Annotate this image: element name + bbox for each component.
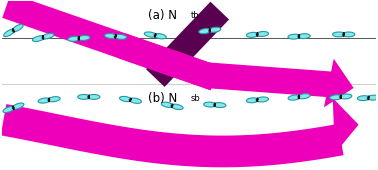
Polygon shape (1, 104, 344, 167)
Ellipse shape (48, 97, 60, 102)
Ellipse shape (87, 95, 100, 99)
Polygon shape (204, 62, 340, 98)
Ellipse shape (256, 97, 268, 102)
Text: tb: tb (191, 11, 200, 20)
Ellipse shape (119, 96, 132, 102)
Ellipse shape (214, 103, 226, 108)
Ellipse shape (161, 102, 174, 108)
Ellipse shape (68, 36, 80, 41)
Text: sb: sb (191, 94, 201, 103)
Ellipse shape (129, 98, 141, 103)
Ellipse shape (246, 98, 259, 103)
Ellipse shape (298, 34, 310, 39)
Ellipse shape (105, 33, 117, 38)
Ellipse shape (358, 96, 370, 101)
Ellipse shape (171, 104, 183, 109)
Ellipse shape (288, 95, 301, 100)
Ellipse shape (3, 106, 15, 113)
Ellipse shape (333, 32, 345, 37)
Ellipse shape (367, 95, 378, 100)
Ellipse shape (144, 32, 156, 37)
Ellipse shape (288, 34, 301, 39)
Polygon shape (146, 2, 229, 87)
Ellipse shape (204, 102, 216, 107)
Ellipse shape (330, 95, 342, 100)
Polygon shape (117, 33, 219, 90)
Ellipse shape (339, 94, 352, 99)
Polygon shape (324, 59, 354, 107)
Ellipse shape (208, 27, 221, 32)
Polygon shape (2, 0, 219, 90)
Ellipse shape (154, 34, 166, 39)
Ellipse shape (114, 34, 127, 39)
Ellipse shape (246, 32, 259, 37)
Text: (a) N: (a) N (148, 9, 177, 22)
Ellipse shape (256, 31, 268, 37)
Ellipse shape (42, 33, 54, 39)
Ellipse shape (298, 94, 310, 99)
Ellipse shape (78, 95, 90, 99)
Ellipse shape (12, 103, 24, 109)
Polygon shape (333, 98, 359, 153)
Text: (b) N: (b) N (148, 92, 178, 105)
Ellipse shape (33, 36, 45, 41)
Ellipse shape (4, 29, 15, 37)
Ellipse shape (199, 29, 211, 34)
Ellipse shape (12, 24, 23, 32)
Ellipse shape (342, 32, 355, 37)
Ellipse shape (77, 36, 90, 40)
Ellipse shape (38, 98, 51, 103)
